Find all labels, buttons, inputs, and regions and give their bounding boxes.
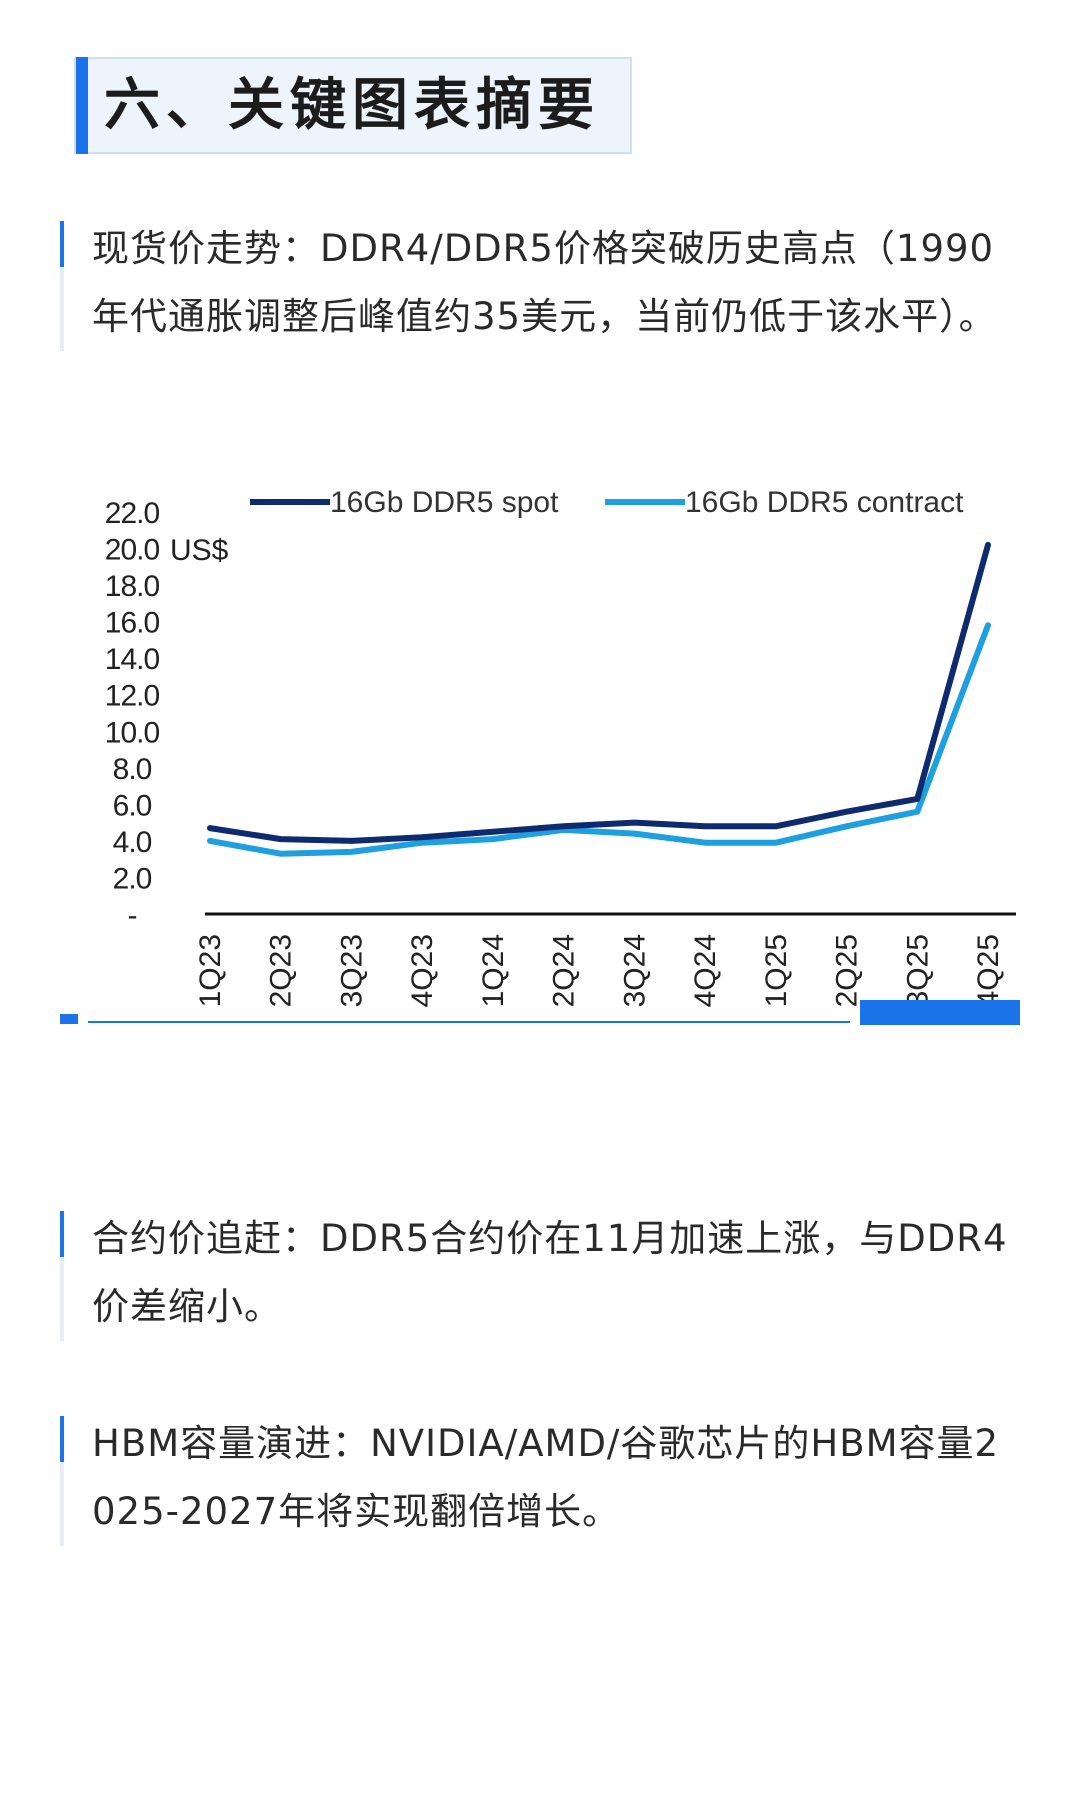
paragraph-text: 合约价追赶：DDR5合约价在11月加速上涨，与DDR4价差缩小。 bbox=[92, 1217, 1008, 1328]
paragraph-text: 现货价走势：DDR4/DDR5价格突破历史高点（1990年代通胀调整后峰值约35… bbox=[92, 227, 997, 338]
paragraph-accent-bar bbox=[60, 1416, 64, 1462]
x-tick-label: 4Q25 bbox=[972, 934, 1005, 1007]
y-tick-label: 10.0 bbox=[105, 716, 160, 749]
y-tick-label: 2.0 bbox=[113, 862, 152, 895]
y-tick-label: 16.0 bbox=[105, 607, 160, 640]
x-tick-label: 4Q24 bbox=[689, 934, 722, 1007]
series-line-contract bbox=[207, 622, 991, 857]
section-heading: 六、关键图表摘要 bbox=[74, 57, 632, 154]
y-tick-label: 12.0 bbox=[105, 680, 160, 713]
chart-footer-marker bbox=[60, 1014, 78, 1024]
ddr5-price-chart: 16Gb DDR5 spot 16Gb DDR5 contract - 2.0 4.0… bbox=[60, 470, 1030, 1040]
paragraph-bar-trail bbox=[60, 1257, 64, 1341]
paragraph-contract-price: 合约价追赶：DDR5合约价在11月加速上涨，与DDR4价差缩小。 bbox=[60, 1205, 1020, 1341]
x-tick-label: 1Q23 bbox=[194, 934, 227, 1007]
paragraph-accent-bar bbox=[60, 1211, 64, 1257]
x-tick-label: 4Q23 bbox=[406, 934, 439, 1007]
x-tick-label: 3Q23 bbox=[335, 934, 368, 1007]
y-tick-label: 22.0 bbox=[105, 497, 160, 530]
y-tick-label: 6.0 bbox=[113, 789, 152, 822]
heading-accent-bar bbox=[76, 57, 88, 154]
y-axis-unit: US$ bbox=[170, 534, 229, 567]
paragraph-spot-price: 现货价走势：DDR4/DDR5价格突破历史高点（1990年代通胀调整后峰值约35… bbox=[60, 215, 1020, 351]
y-tick-label: 14.0 bbox=[105, 643, 160, 676]
y-tick-label: 8.0 bbox=[113, 753, 152, 786]
x-tick-label: 1Q25 bbox=[760, 934, 793, 1007]
chart-footer-block bbox=[860, 1000, 1020, 1025]
paragraph-bar-trail bbox=[60, 267, 64, 351]
y-tick-label: 4.0 bbox=[113, 826, 152, 859]
x-tick-label: 2Q23 bbox=[265, 934, 298, 1007]
y-tick-label: - bbox=[128, 899, 137, 932]
legend-label: 16Gb DDR5 spot bbox=[330, 486, 559, 519]
paragraph-text: HBM容量演进：NVIDIA/AMD/谷歌芯片的HBM容量2025-2027年将… bbox=[92, 1422, 1000, 1533]
series-line-spot bbox=[207, 541, 991, 844]
legend-label: 16Gb DDR5 contract bbox=[685, 486, 964, 519]
paragraph-hbm-capacity: HBM容量演进：NVIDIA/AMD/谷歌芯片的HBM容量2025-2027年将… bbox=[60, 1410, 1020, 1546]
chart-footer-line bbox=[88, 1021, 850, 1023]
y-tick-label: 20.0 bbox=[105, 534, 160, 567]
x-tick-label: 3Q24 bbox=[618, 934, 651, 1007]
x-tick-label: 2Q25 bbox=[831, 934, 864, 1007]
y-tick-label: 18.0 bbox=[105, 570, 160, 603]
x-tick-label: 2Q24 bbox=[548, 934, 581, 1007]
paragraph-bar-trail bbox=[60, 1462, 64, 1546]
section-title: 六、关键图表摘要 bbox=[104, 73, 600, 138]
x-tick-label: 1Q24 bbox=[477, 934, 510, 1007]
x-tick-label: 3Q25 bbox=[901, 934, 934, 1007]
paragraph-accent-bar bbox=[60, 221, 64, 267]
